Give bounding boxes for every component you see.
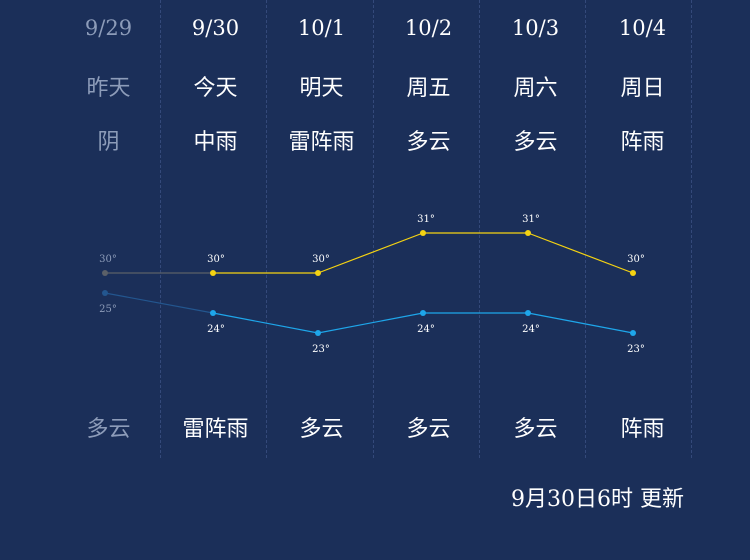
day-weather: 雷阵雨 [288, 130, 355, 155]
day-column-saturday: 10/3 周六 多云 多云 [482, 0, 589, 458]
day-label: 周六 [513, 76, 558, 101]
day-date: 10/2 [404, 16, 453, 40]
day-date: 10/3 [511, 16, 560, 40]
column-divider [373, 0, 374, 458]
low-temp-point [102, 290, 108, 296]
high-temp-label: 31° [417, 214, 435, 225]
day-weather: 阴 [97, 130, 120, 155]
column-divider [160, 0, 161, 458]
day-label: 明天 [299, 76, 344, 101]
low-temp-label: 24° [522, 324, 540, 335]
high-temp-point [315, 270, 321, 276]
day-date: 9/29 [84, 16, 133, 40]
column-divider [691, 0, 692, 458]
column-divider [585, 0, 586, 458]
high-temp-label: 30° [207, 254, 225, 265]
high-temp-point [420, 230, 426, 236]
low-temp-line-segment [317, 312, 424, 334]
low-temp-label: 23° [312, 344, 330, 355]
low-temp-label: 24° [417, 324, 435, 335]
night-weather: 多云 [513, 417, 558, 442]
column-divider [266, 0, 267, 458]
day-column-today: 9/30 今天 中雨 雷阵雨 [162, 0, 269, 458]
low-temp-label: 23° [627, 344, 645, 355]
high-temp-line-segment [527, 232, 634, 274]
day-weather: 多云 [513, 130, 558, 155]
day-date: 10/1 [297, 16, 346, 40]
high-temp-point [102, 270, 108, 276]
low-temp-point [210, 310, 216, 316]
night-weather: 多云 [299, 417, 344, 442]
day-label: 今天 [193, 76, 238, 101]
day-column-friday: 10/2 周五 多云 多云 [375, 0, 482, 458]
high-temp-line-segment [317, 232, 424, 274]
low-temp-line-segment [527, 312, 634, 334]
low-temp-point [630, 330, 636, 336]
low-temp-label: 25° [99, 304, 117, 315]
high-temp-point [630, 270, 636, 276]
low-temp-line-segment [212, 312, 319, 334]
night-weather: 阵雨 [620, 417, 665, 442]
high-temp-label: 30° [99, 254, 117, 265]
day-label: 周五 [406, 76, 451, 101]
low-temp-line-segment [104, 292, 214, 314]
low-temp-point [525, 310, 531, 316]
high-temp-label: 30° [312, 254, 330, 265]
day-weather: 阵雨 [620, 130, 665, 155]
high-temp-point [525, 230, 531, 236]
low-temp-point [420, 310, 426, 316]
night-weather: 雷阵雨 [182, 417, 249, 442]
low-temp-label: 24° [207, 324, 225, 335]
day-label: 周日 [620, 76, 665, 101]
day-weather: 多云 [406, 130, 451, 155]
column-divider [479, 0, 480, 458]
day-column-yesterday: 9/29 昨天 阴 多云 [55, 0, 162, 458]
high-temp-point [210, 270, 216, 276]
day-date: 9/30 [191, 16, 240, 40]
day-label: 昨天 [86, 76, 131, 101]
day-date: 10/4 [618, 16, 667, 40]
day-weather: 中雨 [193, 130, 238, 155]
high-temp-label: 31° [522, 214, 540, 225]
low-temp-point [315, 330, 321, 336]
update-time: 9月30日6时 更新 [511, 487, 684, 512]
day-column-sunday: 10/4 周日 阵雨 阵雨 [589, 0, 696, 458]
day-column-tomorrow: 10/1 明天 雷阵雨 多云 [268, 0, 375, 458]
high-temp-label: 30° [627, 254, 645, 265]
night-weather: 多云 [86, 417, 131, 442]
night-weather: 多云 [406, 417, 451, 442]
